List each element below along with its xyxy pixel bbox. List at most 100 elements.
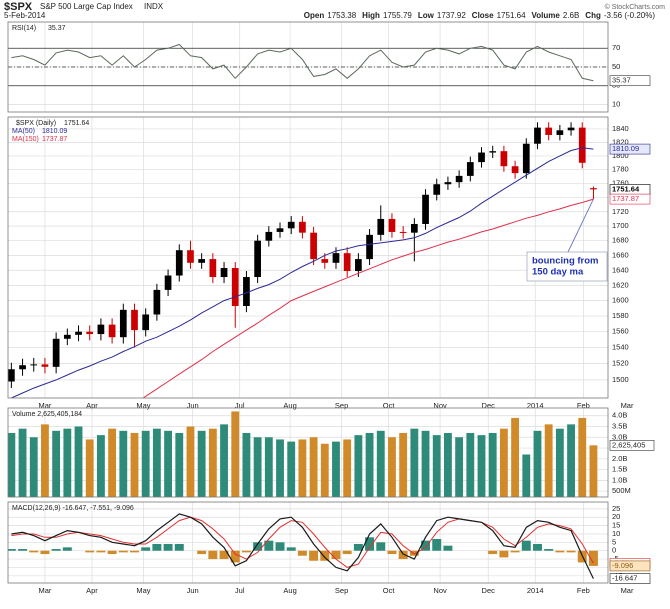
quote-label: Volume [532, 11, 561, 20]
volume-bar [511, 417, 520, 497]
y-tick-label: 1.0B [612, 475, 627, 484]
volume-bar [410, 428, 419, 497]
volume-bar [533, 430, 542, 497]
candle-body [75, 331, 82, 335]
histogram-bar [544, 549, 554, 551]
histogram-bar [353, 544, 363, 551]
x-tick-label: May [136, 586, 150, 595]
legend-entry: MA(150) [12, 136, 39, 143]
volume-bar [421, 430, 430, 497]
histogram-bar [297, 550, 307, 556]
x-tick-label: Oct [383, 586, 396, 595]
x-tick-label: Mar [38, 586, 51, 595]
candle-body [343, 253, 351, 272]
candle-body [511, 166, 519, 174]
index-name: S&P 500 Large Cap Index [40, 2, 133, 11]
candle-body [8, 369, 15, 382]
y-tick-label: 1680 [612, 236, 629, 245]
line [11, 516, 594, 568]
volume-bar [18, 428, 27, 497]
y-tick-label: 50 [612, 62, 620, 71]
x-tick-label: Jun [187, 401, 199, 410]
quote-value: 1737.92 [437, 11, 466, 20]
volume-bar [477, 435, 486, 497]
y-tick-label: 3.0B [612, 432, 627, 441]
value-box [609, 193, 651, 205]
candle-body [444, 182, 452, 185]
histogram-bar [40, 550, 50, 555]
panel [8, 22, 608, 112]
y-tick-label: 70 [612, 43, 620, 52]
quote-value: -3.56 (-0.20%) [604, 11, 655, 20]
candle-body [198, 259, 206, 263]
value-label: 35.37 [612, 76, 631, 85]
legend-value: 1810.09 [42, 128, 67, 135]
value-label: -16.647 [612, 574, 637, 583]
volume-bar [578, 417, 587, 497]
x-tick-label: Nov [433, 401, 447, 410]
histogram-bar [85, 550, 95, 553]
y-tick-label: 1.5B [612, 465, 627, 474]
histogram-bar [152, 544, 162, 551]
quote-label: Low [418, 11, 435, 20]
x-tick-label: Dec [482, 401, 496, 410]
histogram-bar [29, 550, 39, 553]
histogram-bar [510, 550, 520, 553]
volume-bar [376, 430, 385, 497]
histogram-bar [409, 550, 419, 556]
candle-body [231, 268, 239, 306]
candle-body [377, 218, 385, 235]
volume-bar [555, 428, 564, 497]
panel-frame [7, 21, 609, 113]
y-tick-label: 1760 [612, 179, 629, 188]
volume-bar [85, 439, 94, 497]
histogram-bar [8, 549, 16, 551]
candle-body [153, 289, 161, 315]
value-label: 2,625,405 [612, 440, 645, 449]
candle-body [399, 231, 407, 233]
y-tick-label: 1500 [612, 375, 629, 384]
panel [8, 117, 608, 398]
y-tick-label: 1840 [612, 124, 629, 133]
volume-bar [264, 437, 273, 497]
x-tick-label: Apr [86, 401, 98, 410]
quote: Open 1753.38 High 1755.79 Low 1737.92 Close 175… [304, 11, 656, 20]
candle-body [489, 151, 497, 153]
volume-bar [220, 424, 228, 497]
value-label: 1751.64 [612, 184, 640, 193]
candle-body [299, 221, 306, 233]
volume-bar [74, 426, 83, 497]
candle-body [86, 331, 94, 335]
x-tick-label: 2014 [527, 401, 544, 410]
y-tick-label: 1580 [612, 311, 629, 320]
candle-body [355, 259, 362, 272]
y-tick-label: 1540 [612, 343, 629, 352]
x-tick-label: Dec [482, 586, 496, 595]
histogram-bar [275, 542, 285, 551]
y-tick-label: 1720 [612, 207, 629, 216]
panel-frame [7, 116, 609, 399]
legend-entry: MA(50) [12, 128, 35, 135]
histogram-bar [309, 550, 319, 561]
histogram-bar [230, 550, 240, 563]
line [142, 198, 594, 398]
x-tick-label: 2014 [527, 586, 544, 595]
candle-body [254, 240, 261, 278]
line [11, 43, 594, 82]
annotation-box [526, 251, 608, 282]
histogram-bar [488, 550, 498, 555]
candle-body [142, 314, 150, 331]
candle-body [466, 162, 474, 176]
value-box [609, 440, 655, 451]
x-tick-label: Apr [86, 586, 98, 595]
volume-bar [175, 432, 184, 497]
histogram-bar [141, 547, 151, 551]
volume-bar [152, 428, 161, 497]
y-tick-label: 3.5B [612, 422, 627, 431]
candle-body [388, 218, 396, 232]
x-tick-label: Jul [235, 401, 245, 410]
candle-body [63, 334, 71, 339]
candle-body [243, 277, 250, 306]
legend-value: 1737.87 [42, 136, 67, 143]
